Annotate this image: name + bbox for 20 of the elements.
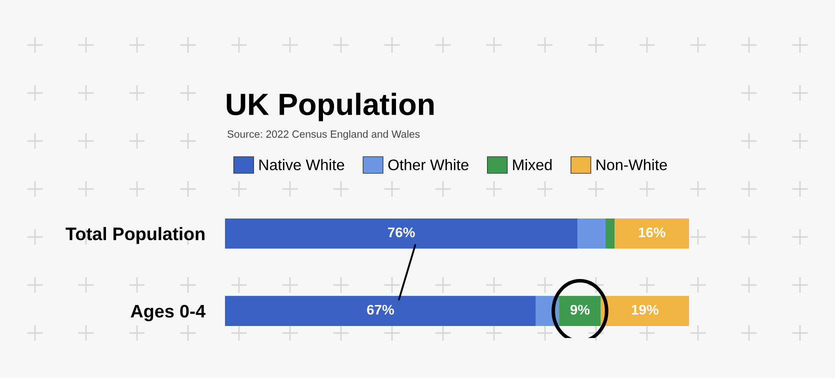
bar	[578, 218, 606, 249]
legend-label: Other White	[388, 159, 468, 170]
chart-title: UK Population	[226, 92, 434, 122]
data-label: 16%	[638, 227, 666, 238]
y-tick-label: Total Population	[66, 227, 204, 244]
data-label: 9%	[570, 304, 590, 315]
data-label: 67%	[367, 304, 394, 315]
bar	[614, 218, 689, 249]
bar	[559, 296, 601, 326]
bar	[600, 296, 689, 326]
data-label: 76%	[388, 227, 415, 238]
y-tick-label: Ages 0-4	[130, 304, 206, 322]
legend-label: Non-White	[596, 159, 667, 170]
legend-label: Mixed	[513, 159, 552, 170]
source-note: Source: 2022 Census England and Wales	[227, 130, 420, 140]
bar	[225, 296, 536, 326]
data-label: 19%	[632, 304, 658, 315]
legend-label: Native White	[259, 159, 344, 170]
bar	[605, 218, 615, 249]
bar	[225, 218, 578, 249]
